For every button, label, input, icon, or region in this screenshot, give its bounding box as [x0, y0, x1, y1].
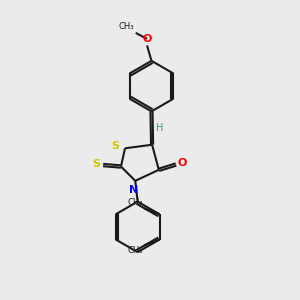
Text: CH₃: CH₃ [127, 246, 142, 255]
Text: H: H [156, 123, 164, 133]
Text: S: S [112, 141, 120, 151]
Text: CH₃: CH₃ [119, 22, 134, 32]
Text: S: S [92, 159, 100, 170]
Text: O: O [142, 34, 152, 44]
Text: O: O [178, 158, 187, 168]
Text: CH₃: CH₃ [127, 198, 142, 207]
Text: N: N [129, 185, 138, 195]
